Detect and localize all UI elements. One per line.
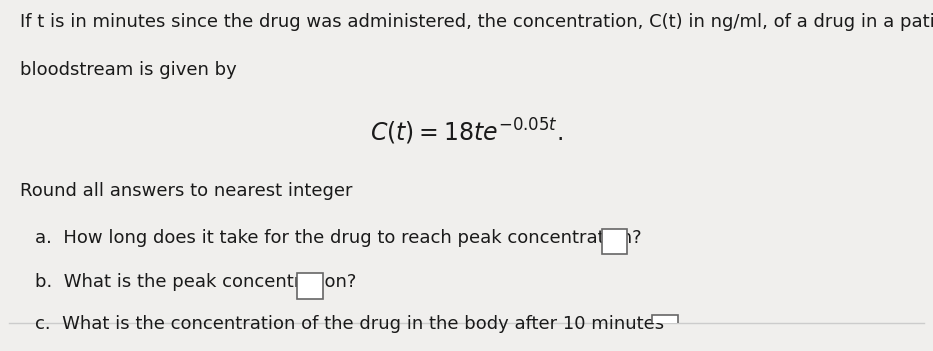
Text: If t is in minutes since the drug was administered, the concentration, C(t) in n: If t is in minutes since the drug was ad… — [21, 13, 933, 31]
FancyBboxPatch shape — [652, 315, 677, 340]
Text: $C(t) = 18te^{-0.05t}$.: $C(t) = 18te^{-0.05t}$. — [370, 117, 563, 147]
Text: a.  How long does it take for the drug to reach peak concentration?: a. How long does it take for the drug to… — [35, 229, 642, 247]
Text: bloodstream is given by: bloodstream is given by — [21, 61, 237, 79]
Text: c.  What is the concentration of the drug in the body after 10 minutes: c. What is the concentration of the drug… — [35, 315, 664, 333]
FancyBboxPatch shape — [602, 229, 627, 254]
Text: Round all answers to nearest integer: Round all answers to nearest integer — [21, 183, 353, 200]
FancyBboxPatch shape — [298, 273, 323, 299]
Text: b.  What is the peak concentration?: b. What is the peak concentration? — [35, 273, 356, 291]
